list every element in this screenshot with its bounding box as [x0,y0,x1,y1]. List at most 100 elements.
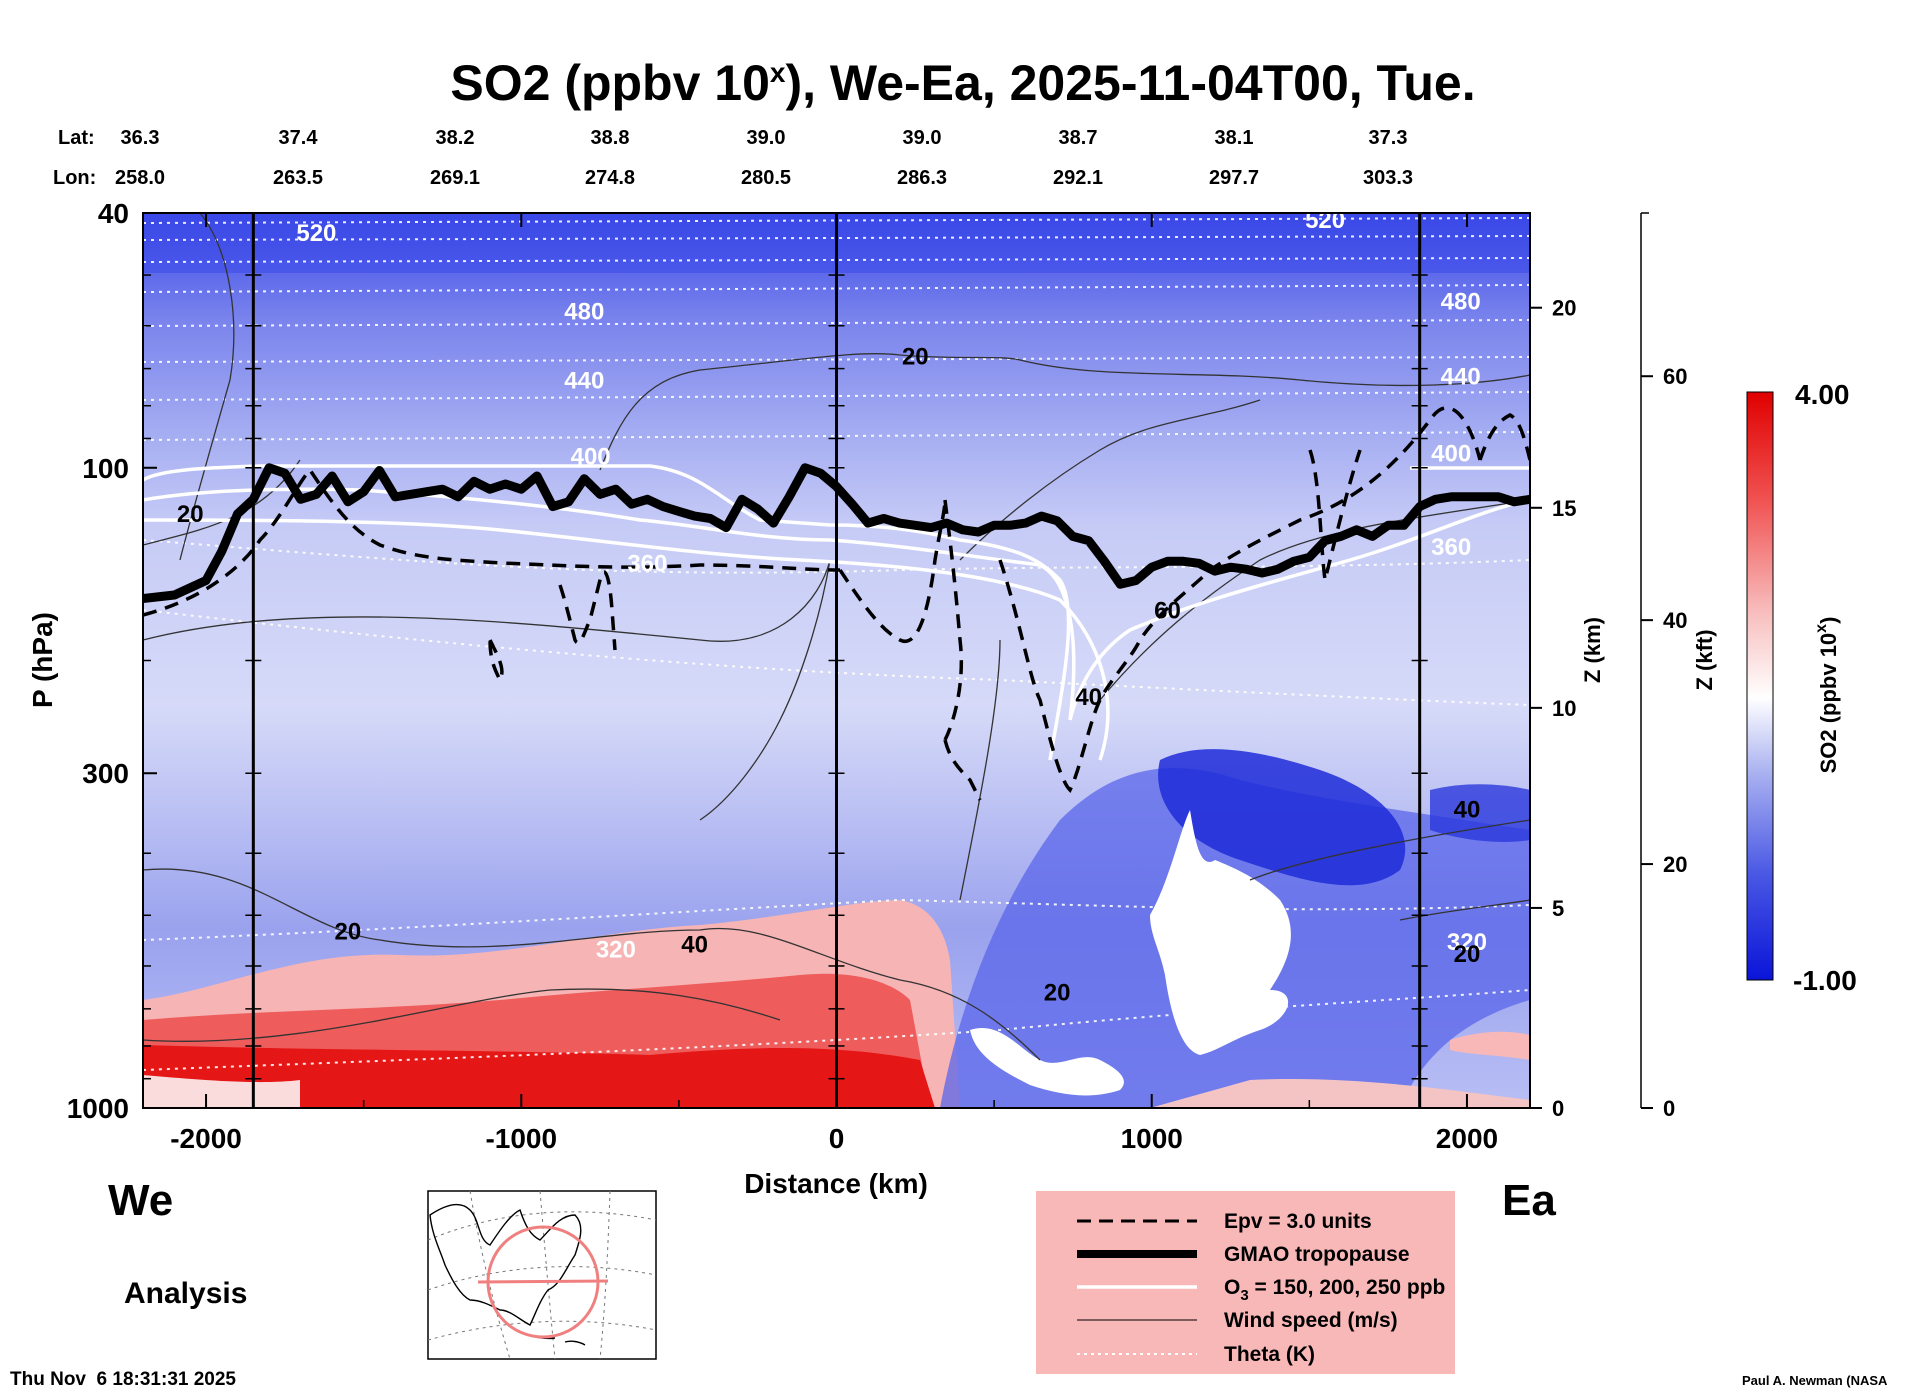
wind-line [699,559,831,821]
west-label: We [108,1176,173,1225]
y-tick-label: 40 [98,198,129,229]
z-km-tick-label: 0 [1552,1096,1564,1121]
z-km-tick-label: 15 [1552,496,1576,521]
z-kft-tick-label: 40 [1663,608,1687,633]
wind-line [143,559,831,642]
lon-value: 303.3 [1363,167,1413,189]
footer-credit: Paul A. Newman (NASA [1742,1373,1888,1388]
lat-value: 39.0 [747,127,786,149]
inset-coastline [429,1203,582,1326]
lat-label: Lat: [58,127,95,149]
lon-value: 286.3 [897,167,947,189]
theta-line [143,989,1530,1071]
wind-line [599,353,1530,471]
z-kft-axis: 0 20 40 60 [1640,212,1687,1121]
missing-region-1 [1150,810,1291,1055]
wind-label: 20 [1454,941,1481,968]
lat-value: 38.2 [436,127,475,149]
theta-label: 320 [596,936,636,963]
wind-line [179,213,235,561]
inset-frame [427,1190,657,1360]
wind-label: 20 [335,918,362,945]
wind-line [1099,499,1530,701]
theta-label: 480 [1441,289,1481,316]
lat-value: 38.7 [1059,127,1098,149]
inset-map [427,1190,657,1360]
colorbar-max-label: 4.00 [1795,379,1850,410]
wind-line [1399,899,1530,921]
wind-label: 60 [1154,597,1181,624]
y-tick-label: 300 [82,758,129,789]
theta-label: 440 [1441,363,1481,390]
blue-core-east [1430,784,1530,842]
epv-line [1308,449,1362,581]
lon-label: Lon: [53,167,96,189]
tropopause-line [143,463,1530,603]
footer-timestamp: Thu Nov 6 18:31:31 2025 [10,1369,236,1390]
theta-line [143,609,1530,706]
lon-value: 263.5 [273,167,323,189]
epv-contours [143,406,1530,801]
legend-theta-label: Theta (K) [1224,1343,1315,1366]
blue-core [1158,749,1406,886]
legend: Epv = 3.0 units GMAO tropopause O3 = 150… [1036,1191,1455,1374]
missing-region-2 [970,1027,1124,1096]
y-axis-label: P (hPa) [27,612,58,708]
epv-line [1478,413,1530,461]
header-values: 36.3 37.4 38.2 38.8 39.0 39.0 38.7 38.1 37.3 258.… [115,127,1413,189]
inset-section-line [477,1279,609,1284]
theta-label: 360 [1431,534,1471,561]
epv-line [488,639,504,684]
lat-value: 37.4 [279,127,319,149]
x-tick-label: -2000 [170,1123,242,1154]
legend-wind-label: Wind speed (m/s) [1224,1309,1398,1332]
lon-value: 269.1 [430,167,480,189]
theta-label: 400 [1431,441,1471,468]
z-kft-tick-label: 60 [1663,364,1687,389]
theta-label: 480 [564,298,604,325]
lat-lon-header: Lat: Lon: [53,127,96,189]
red-band-core [143,1045,935,1108]
x-tick-label: 1000 [1121,1123,1183,1154]
o3-line [143,518,1110,761]
z-kft-label: Z (kft) [1692,629,1717,690]
epv-line [998,406,1482,793]
z-km-tick-label: 5 [1552,896,1564,921]
x-tick-label: 2000 [1436,1123,1498,1154]
chart-title: SO2 (ppbv 10x), We-Ea, 2025-11-04T00, Tu… [450,55,1475,111]
theta-label: 520 [1305,207,1345,234]
lon-value: 258.0 [115,167,165,189]
y-axis: 40 100 300 1000 [67,198,157,1124]
wind-label: 40 [681,931,708,958]
east-label: Ea [1502,1176,1556,1225]
epv-line [143,467,841,617]
legend-tropopause-label: GMAO tropopause [1224,1243,1410,1266]
z-km-axis: 0 5 10 15 20 [1530,296,1576,1121]
surface-white-west [143,1075,300,1108]
wind-line [959,639,1001,901]
wind-line [143,868,1041,1061]
analysis-label: Analysis [124,1277,247,1310]
colorbar-label: SO2 (ppbv 10x) [1813,617,1841,774]
x-tick-label: 0 [829,1123,845,1154]
lon-value: 280.5 [741,167,791,189]
legend-epv-label: Epv = 3.0 units [1224,1210,1372,1233]
lat-value: 38.8 [591,127,630,149]
theta-contours [143,217,1530,1071]
colorbar [1746,391,1774,981]
theta-label: 320 [1447,929,1487,956]
pink-surface-east [1150,1079,1530,1108]
theta-label: 520 [296,220,336,247]
lat-value: 39.0 [903,127,942,149]
z-km-tick-label: 20 [1552,296,1576,321]
lat-value: 37.3 [1369,127,1408,149]
wind-label: 20 [1044,979,1071,1006]
wind-line [143,988,781,1042]
legend-o3-label: O3 = 150, 200, 250 ppb [1224,1276,1445,1304]
wind-line [1249,819,1530,881]
wind-label: 40 [1075,684,1102,711]
theta-label: 440 [564,367,604,394]
x-tick-label: -1000 [485,1123,557,1154]
